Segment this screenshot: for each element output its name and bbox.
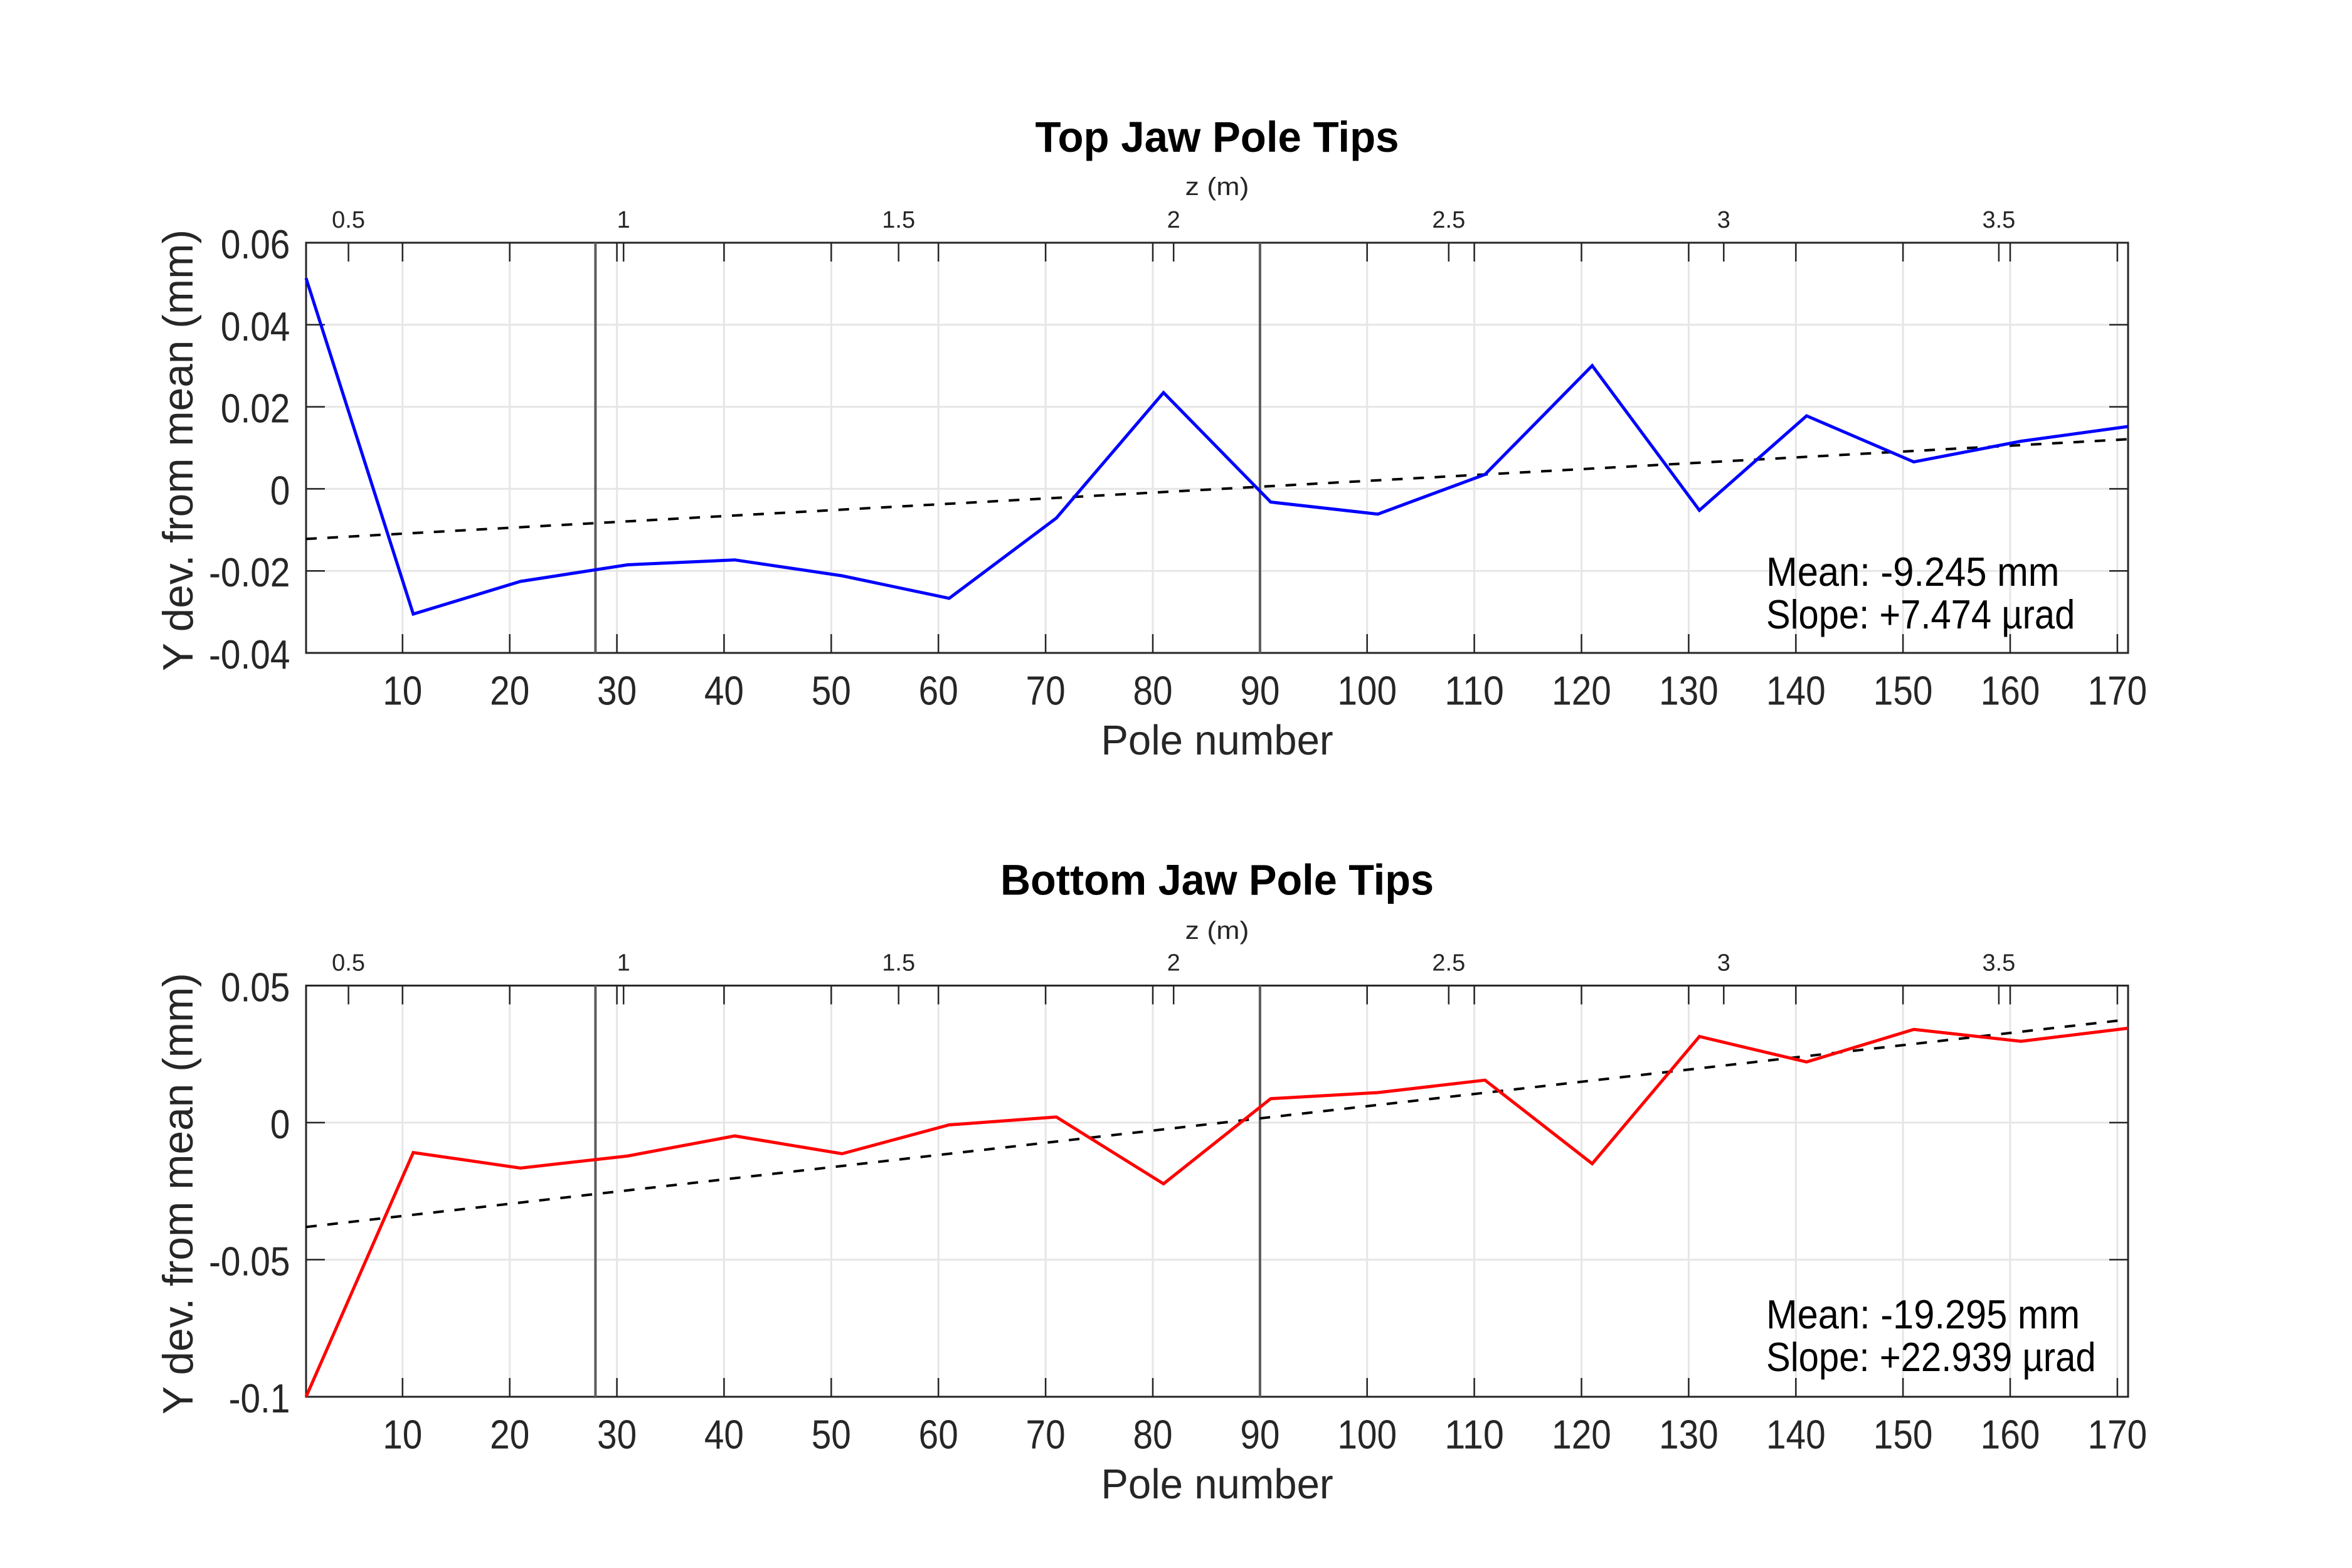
svg-text:Slope: +7.474 µrad: Slope: +7.474 µrad (1766, 592, 2075, 637)
svg-text:60: 60 (919, 669, 958, 714)
svg-text:1: 1 (617, 207, 630, 233)
svg-text:140: 140 (1766, 669, 1826, 714)
svg-text:90: 90 (1240, 669, 1279, 714)
svg-text:1.5: 1.5 (882, 950, 915, 976)
svg-text:-0.04: -0.04 (209, 632, 290, 677)
svg-text:60: 60 (919, 1412, 958, 1458)
svg-text:0: 0 (270, 468, 290, 513)
svg-text:160: 160 (1981, 1412, 2040, 1458)
svg-text:20: 20 (490, 1412, 529, 1458)
svg-text:130: 130 (1659, 1412, 1719, 1458)
svg-text:50: 50 (812, 669, 851, 714)
svg-text:z (m): z (m) (1185, 917, 1249, 945)
svg-text:Bottom Jaw Pole Tips: Bottom Jaw Pole Tips (1000, 856, 1434, 904)
svg-text:z (m): z (m) (1185, 173, 1249, 201)
svg-text:40: 40 (704, 1412, 744, 1458)
svg-text:170: 170 (2088, 669, 2148, 714)
svg-text:40: 40 (704, 669, 744, 714)
svg-text:3.5: 3.5 (1982, 950, 2015, 976)
svg-text:150: 150 (1873, 669, 1933, 714)
svg-text:30: 30 (597, 669, 637, 714)
svg-text:Top Jaw Pole Tips: Top Jaw Pole Tips (1035, 113, 1399, 161)
svg-text:3.5: 3.5 (1982, 207, 2015, 233)
svg-text:0.02: 0.02 (221, 386, 290, 432)
svg-text:110: 110 (1444, 1412, 1504, 1458)
svg-text:Mean: -19.295 mm: Mean: -19.295 mm (1766, 1292, 2080, 1337)
svg-text:3: 3 (1717, 207, 1730, 233)
svg-text:2: 2 (1167, 207, 1180, 233)
svg-text:100: 100 (1337, 1412, 1397, 1458)
svg-text:100: 100 (1337, 669, 1397, 714)
svg-text:80: 80 (1133, 669, 1172, 714)
svg-text:90: 90 (1240, 1412, 1279, 1458)
svg-text:1.5: 1.5 (882, 207, 915, 233)
svg-text:0.06: 0.06 (221, 222, 290, 267)
svg-text:80: 80 (1133, 1412, 1172, 1458)
svg-text:2.5: 2.5 (1432, 207, 1465, 233)
svg-text:10: 10 (383, 1412, 422, 1458)
svg-text:0.5: 0.5 (332, 207, 365, 233)
svg-text:-0.05: -0.05 (209, 1239, 290, 1284)
svg-text:160: 160 (1981, 669, 2040, 714)
svg-text:150: 150 (1873, 1412, 1933, 1458)
svg-text:2: 2 (1167, 950, 1180, 976)
svg-text:-0.02: -0.02 (209, 550, 290, 595)
svg-text:70: 70 (1026, 669, 1066, 714)
svg-text:2.5: 2.5 (1432, 950, 1465, 976)
svg-text:0: 0 (270, 1102, 290, 1147)
svg-text:70: 70 (1026, 1412, 1066, 1458)
svg-text:50: 50 (812, 1412, 851, 1458)
svg-text:0.04: 0.04 (221, 304, 290, 349)
svg-text:170: 170 (2088, 1412, 2148, 1458)
svg-text:140: 140 (1766, 1412, 1826, 1458)
svg-text:1: 1 (617, 950, 630, 976)
svg-text:120: 120 (1552, 1412, 1611, 1458)
svg-text:20: 20 (490, 669, 529, 714)
svg-text:Y dev. from mean (mm): Y dev. from mean (mm) (154, 973, 202, 1414)
svg-text:30: 30 (597, 1412, 637, 1458)
svg-text:Mean: -9.245 mm: Mean: -9.245 mm (1766, 549, 2060, 595)
svg-text:Y dev. from mean (mm): Y dev. from mean (mm) (154, 230, 202, 671)
svg-text:0.05: 0.05 (221, 965, 290, 1010)
svg-text:130: 130 (1659, 669, 1719, 714)
svg-text:Slope: +22.939 µrad: Slope: +22.939 µrad (1766, 1335, 2096, 1380)
svg-text:0.5: 0.5 (332, 950, 365, 976)
svg-text:120: 120 (1552, 669, 1611, 714)
svg-text:10: 10 (383, 669, 422, 714)
svg-text:-0.1: -0.1 (229, 1376, 290, 1421)
svg-text:Pole number: Pole number (1101, 1461, 1333, 1508)
svg-text:110: 110 (1444, 669, 1504, 714)
svg-text:3: 3 (1717, 950, 1730, 976)
svg-text:Pole number: Pole number (1101, 717, 1333, 764)
